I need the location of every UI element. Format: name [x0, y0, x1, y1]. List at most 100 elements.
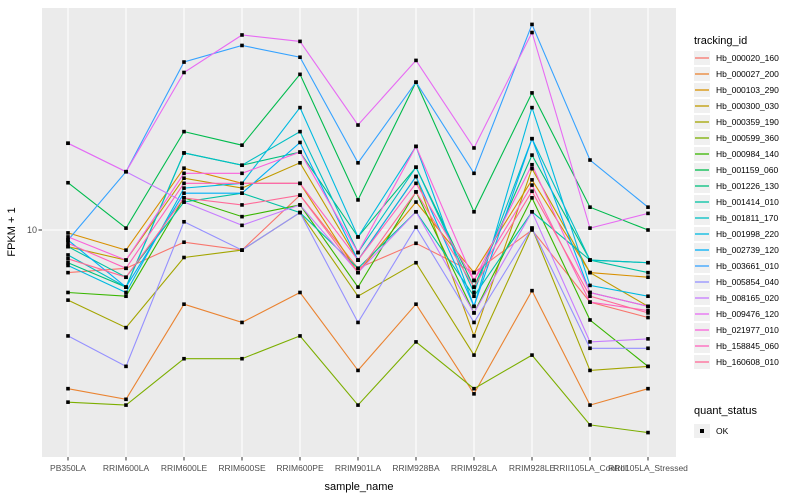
- data-point: [298, 39, 302, 44]
- data-point: [588, 258, 592, 262]
- data-point: [472, 285, 476, 289]
- data-point: [530, 353, 534, 357]
- data-point: [472, 278, 476, 283]
- data-point: [588, 270, 592, 275]
- data-point: [530, 228, 534, 232]
- data-point: [588, 290, 592, 295]
- data-point: [182, 191, 186, 195]
- data-point: [472, 146, 476, 150]
- data-point: [182, 60, 186, 64]
- data-point: [472, 290, 476, 295]
- tracking-id-legend: Hb_000020_160 Hb_000027_200 Hb_000103_290 H…: [694, 51, 779, 369]
- data-point: [414, 58, 418, 63]
- legend-label: Hb_002739_120: [716, 245, 779, 255]
- x-tick-labels: PB350LA RRIM600LA RRIM600LE RRIM600SE RRIM60…: [50, 463, 688, 473]
- data-point: [240, 143, 244, 147]
- legend-label: Hb_003661_010: [716, 261, 779, 271]
- data-point: [646, 386, 650, 391]
- legend-label: Hb_000020_160: [716, 53, 779, 63]
- legend-item: Hb_000359_190: [694, 115, 779, 129]
- data-point: [66, 180, 70, 185]
- data-point: [414, 200, 418, 204]
- legend-item: Hb_000300_030: [694, 99, 779, 113]
- data-point: [646, 270, 650, 275]
- x-tick-label: RRIM928BA: [392, 463, 440, 473]
- data-point: [646, 211, 650, 216]
- legend-label: Hb_009476_120: [716, 309, 779, 319]
- legend-item: Hb_005854_040: [694, 275, 779, 289]
- data-point: [588, 340, 592, 344]
- data-point: [66, 244, 70, 249]
- data-point: [182, 200, 186, 204]
- legend-item: Hb_001811_170: [694, 211, 779, 225]
- data-point: [472, 209, 476, 214]
- data-point: [182, 70, 186, 75]
- data-point: [646, 311, 650, 315]
- data-point: [414, 181, 418, 186]
- data-point: [182, 166, 186, 170]
- data-point: [646, 308, 650, 313]
- data-point: [646, 294, 650, 299]
- data-point: [124, 364, 128, 369]
- x-tick-label: RRIM600SE: [218, 463, 266, 473]
- data-point: [298, 334, 302, 338]
- data-point: [472, 386, 476, 391]
- data-point: [66, 334, 70, 338]
- legend-item: Hb_008165_020: [694, 291, 779, 305]
- legend-item: Hb_001414_010: [694, 195, 779, 209]
- data-point: [240, 186, 244, 190]
- legend-label: Hb_000984_140: [716, 149, 779, 159]
- data-point: [182, 151, 186, 155]
- data-point: [588, 294, 592, 299]
- data-point: [240, 163, 244, 168]
- legend-item: OK: [694, 424, 729, 438]
- data-point: [66, 386, 70, 391]
- data-point: [298, 203, 302, 207]
- data-point: [472, 294, 476, 299]
- data-point: [530, 288, 534, 293]
- legend-key-point: [700, 429, 704, 433]
- data-point: [588, 205, 592, 209]
- data-point: [298, 290, 302, 295]
- data-point: [124, 397, 128, 402]
- data-point: [530, 196, 534, 200]
- data-point: [646, 260, 650, 265]
- data-point: [530, 22, 534, 27]
- legend-label: Hb_001811_170: [716, 213, 779, 223]
- data-point: [66, 263, 70, 268]
- x-tick-label: PB350LA: [50, 463, 86, 473]
- data-point: [356, 285, 360, 289]
- data-point: [646, 304, 650, 309]
- data-point: [298, 55, 302, 60]
- data-point: [530, 178, 534, 182]
- data-point: [414, 260, 418, 265]
- data-point: [588, 368, 592, 373]
- data-point: [240, 248, 244, 252]
- data-point: [356, 250, 360, 255]
- data-point: [472, 353, 476, 357]
- legend-label: Hb_000599_360: [716, 133, 779, 143]
- data-point: [124, 226, 128, 230]
- plot-panel: [42, 8, 676, 457]
- legend-item: Hb_000599_360: [694, 131, 779, 145]
- data-point: [182, 176, 186, 180]
- legend-label: Hb_158845_060: [716, 341, 779, 351]
- legend-label: Hb_005854_040: [716, 277, 779, 287]
- data-point: [182, 181, 186, 186]
- data-point: [124, 248, 128, 252]
- data-point: [588, 158, 592, 162]
- data-point: [66, 238, 70, 242]
- legend-label: Hb_000103_290: [716, 85, 779, 95]
- x-tick-label: RRIM928LE: [509, 463, 556, 473]
- data-point: [356, 320, 360, 325]
- data-point: [124, 169, 128, 174]
- data-point: [356, 161, 360, 165]
- data-point: [240, 43, 244, 48]
- data-point: [356, 403, 360, 407]
- legend-item: Hb_158845_060: [694, 339, 779, 353]
- data-point: [588, 300, 592, 304]
- data-point: [240, 171, 244, 176]
- data-point: [240, 214, 244, 219]
- data-point: [588, 318, 592, 322]
- data-point: [66, 241, 70, 246]
